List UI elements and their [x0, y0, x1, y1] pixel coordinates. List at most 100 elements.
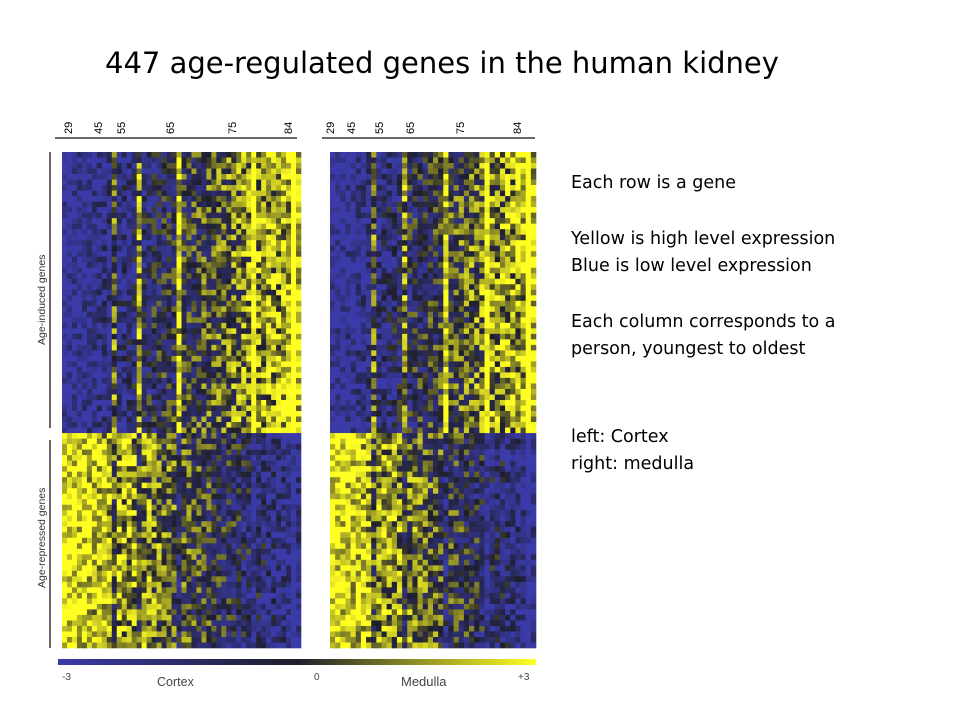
heatmap-cell — [510, 229, 516, 235]
heatmap-cell — [296, 488, 302, 494]
heatmap-cell — [106, 333, 113, 340]
heatmap-cell — [186, 438, 192, 445]
heatmap-cell — [281, 488, 287, 494]
heatmap-cell — [166, 471, 172, 478]
heatmap-cell — [106, 256, 113, 263]
heatmap-cell — [62, 609, 68, 616]
heatmap-cell — [81, 614, 88, 621]
heatmap-cell — [381, 212, 387, 219]
heatmap-cell — [66, 625, 73, 632]
heatmap-cell — [201, 543, 207, 550]
heatmap-cell — [484, 196, 490, 202]
heatmap-cell — [176, 477, 182, 483]
heatmap-cell — [136, 179, 142, 186]
heatmap-cell — [126, 581, 133, 588]
heatmap-cell — [191, 278, 197, 285]
heatmap-cell — [66, 565, 73, 572]
heatmap-cell — [286, 317, 292, 324]
heatmap-cell — [355, 152, 362, 158]
heatmap-cell — [71, 510, 78, 517]
heatmap-cell — [261, 322, 267, 329]
heatmap-cell — [126, 317, 133, 324]
heatmap-cell — [206, 576, 212, 583]
heatmap-cell — [131, 515, 137, 522]
heatmap-cell — [479, 223, 485, 230]
heatmap-cell — [391, 234, 398, 241]
heatmap-cell — [66, 240, 73, 246]
heatmap-cell — [412, 196, 418, 202]
heatmap-cell — [231, 609, 237, 616]
heatmap-cell — [286, 581, 292, 588]
heatmap-cell — [66, 532, 73, 539]
heatmap-cell — [438, 212, 444, 219]
heatmap-cell — [201, 267, 207, 274]
heatmap-cell — [276, 361, 282, 368]
heatmap-cell — [246, 400, 252, 406]
heatmap-cell — [131, 229, 137, 235]
heatmap-cell — [291, 532, 297, 539]
heatmap-cell — [111, 565, 118, 572]
heatmap-cell — [136, 383, 142, 390]
heatmap-cell — [171, 223, 177, 230]
heatmap-cell — [216, 554, 222, 561]
heatmap-cell — [121, 488, 128, 494]
heatmap-cell — [196, 168, 202, 175]
heatmap-cell — [101, 256, 108, 263]
heatmap-cell — [141, 157, 147, 164]
heatmap-cell — [251, 609, 257, 616]
heatmap-cell — [166, 201, 172, 208]
heatmap-cell — [525, 218, 532, 224]
heatmap-cell — [266, 400, 272, 406]
heatmap-cell — [286, 322, 292, 329]
heatmap-cell — [66, 366, 73, 373]
heatmap-cell — [296, 631, 302, 638]
heatmap-cell — [266, 631, 272, 638]
heatmap-cell — [291, 350, 297, 357]
heatmap-cell — [231, 174, 237, 180]
heatmap-cell — [116, 339, 123, 346]
heatmap-cell — [291, 185, 297, 191]
heatmap-cell — [266, 466, 272, 472]
heatmap-cell — [111, 207, 118, 213]
heatmap-cell — [226, 377, 232, 384]
heatmap-cell — [261, 422, 267, 428]
heatmap-cell — [396, 185, 403, 191]
heatmap-cell — [231, 499, 237, 506]
heatmap-cell — [231, 361, 237, 368]
heatmap-cell — [422, 223, 429, 230]
heatmap-cell — [181, 444, 187, 450]
heatmap-cell — [345, 152, 351, 158]
heatmap-cell — [221, 218, 227, 224]
heatmap-cell — [236, 333, 242, 340]
heatmap-panel-medulla — [330, 152, 537, 649]
heatmap-cell — [216, 383, 222, 390]
heatmap-cell — [196, 499, 202, 506]
heatmap-cell — [111, 504, 118, 511]
heatmap-cell — [91, 510, 98, 517]
heatmap-cell — [350, 229, 357, 235]
heatmap-cell — [281, 603, 287, 610]
heatmap-cell — [106, 245, 113, 252]
heatmap-cell — [206, 317, 212, 324]
heatmap-cell — [271, 267, 277, 274]
heatmap-cell — [131, 262, 137, 269]
heatmap-cell — [211, 438, 217, 445]
heatmap-cell — [221, 306, 227, 313]
heatmap-cell — [196, 333, 202, 340]
heatmap-cell — [216, 355, 222, 362]
heatmap-cell — [417, 179, 423, 186]
heatmap-cell — [251, 592, 257, 599]
heatmap-cell — [161, 383, 167, 390]
heatmap-cell — [176, 256, 182, 263]
heatmap-cell — [417, 229, 423, 235]
heatmap-cell — [196, 411, 202, 417]
heatmap-cell — [261, 339, 267, 346]
heatmap-cell — [196, 152, 202, 158]
heatmap-cell — [489, 229, 496, 235]
heatmap-cell — [489, 212, 496, 219]
heatmap-cell — [62, 229, 68, 235]
heatmap-cell — [201, 537, 207, 544]
heatmap-cell — [216, 256, 222, 263]
heatmap-cell — [141, 289, 147, 296]
heatmap-cell — [281, 449, 287, 456]
